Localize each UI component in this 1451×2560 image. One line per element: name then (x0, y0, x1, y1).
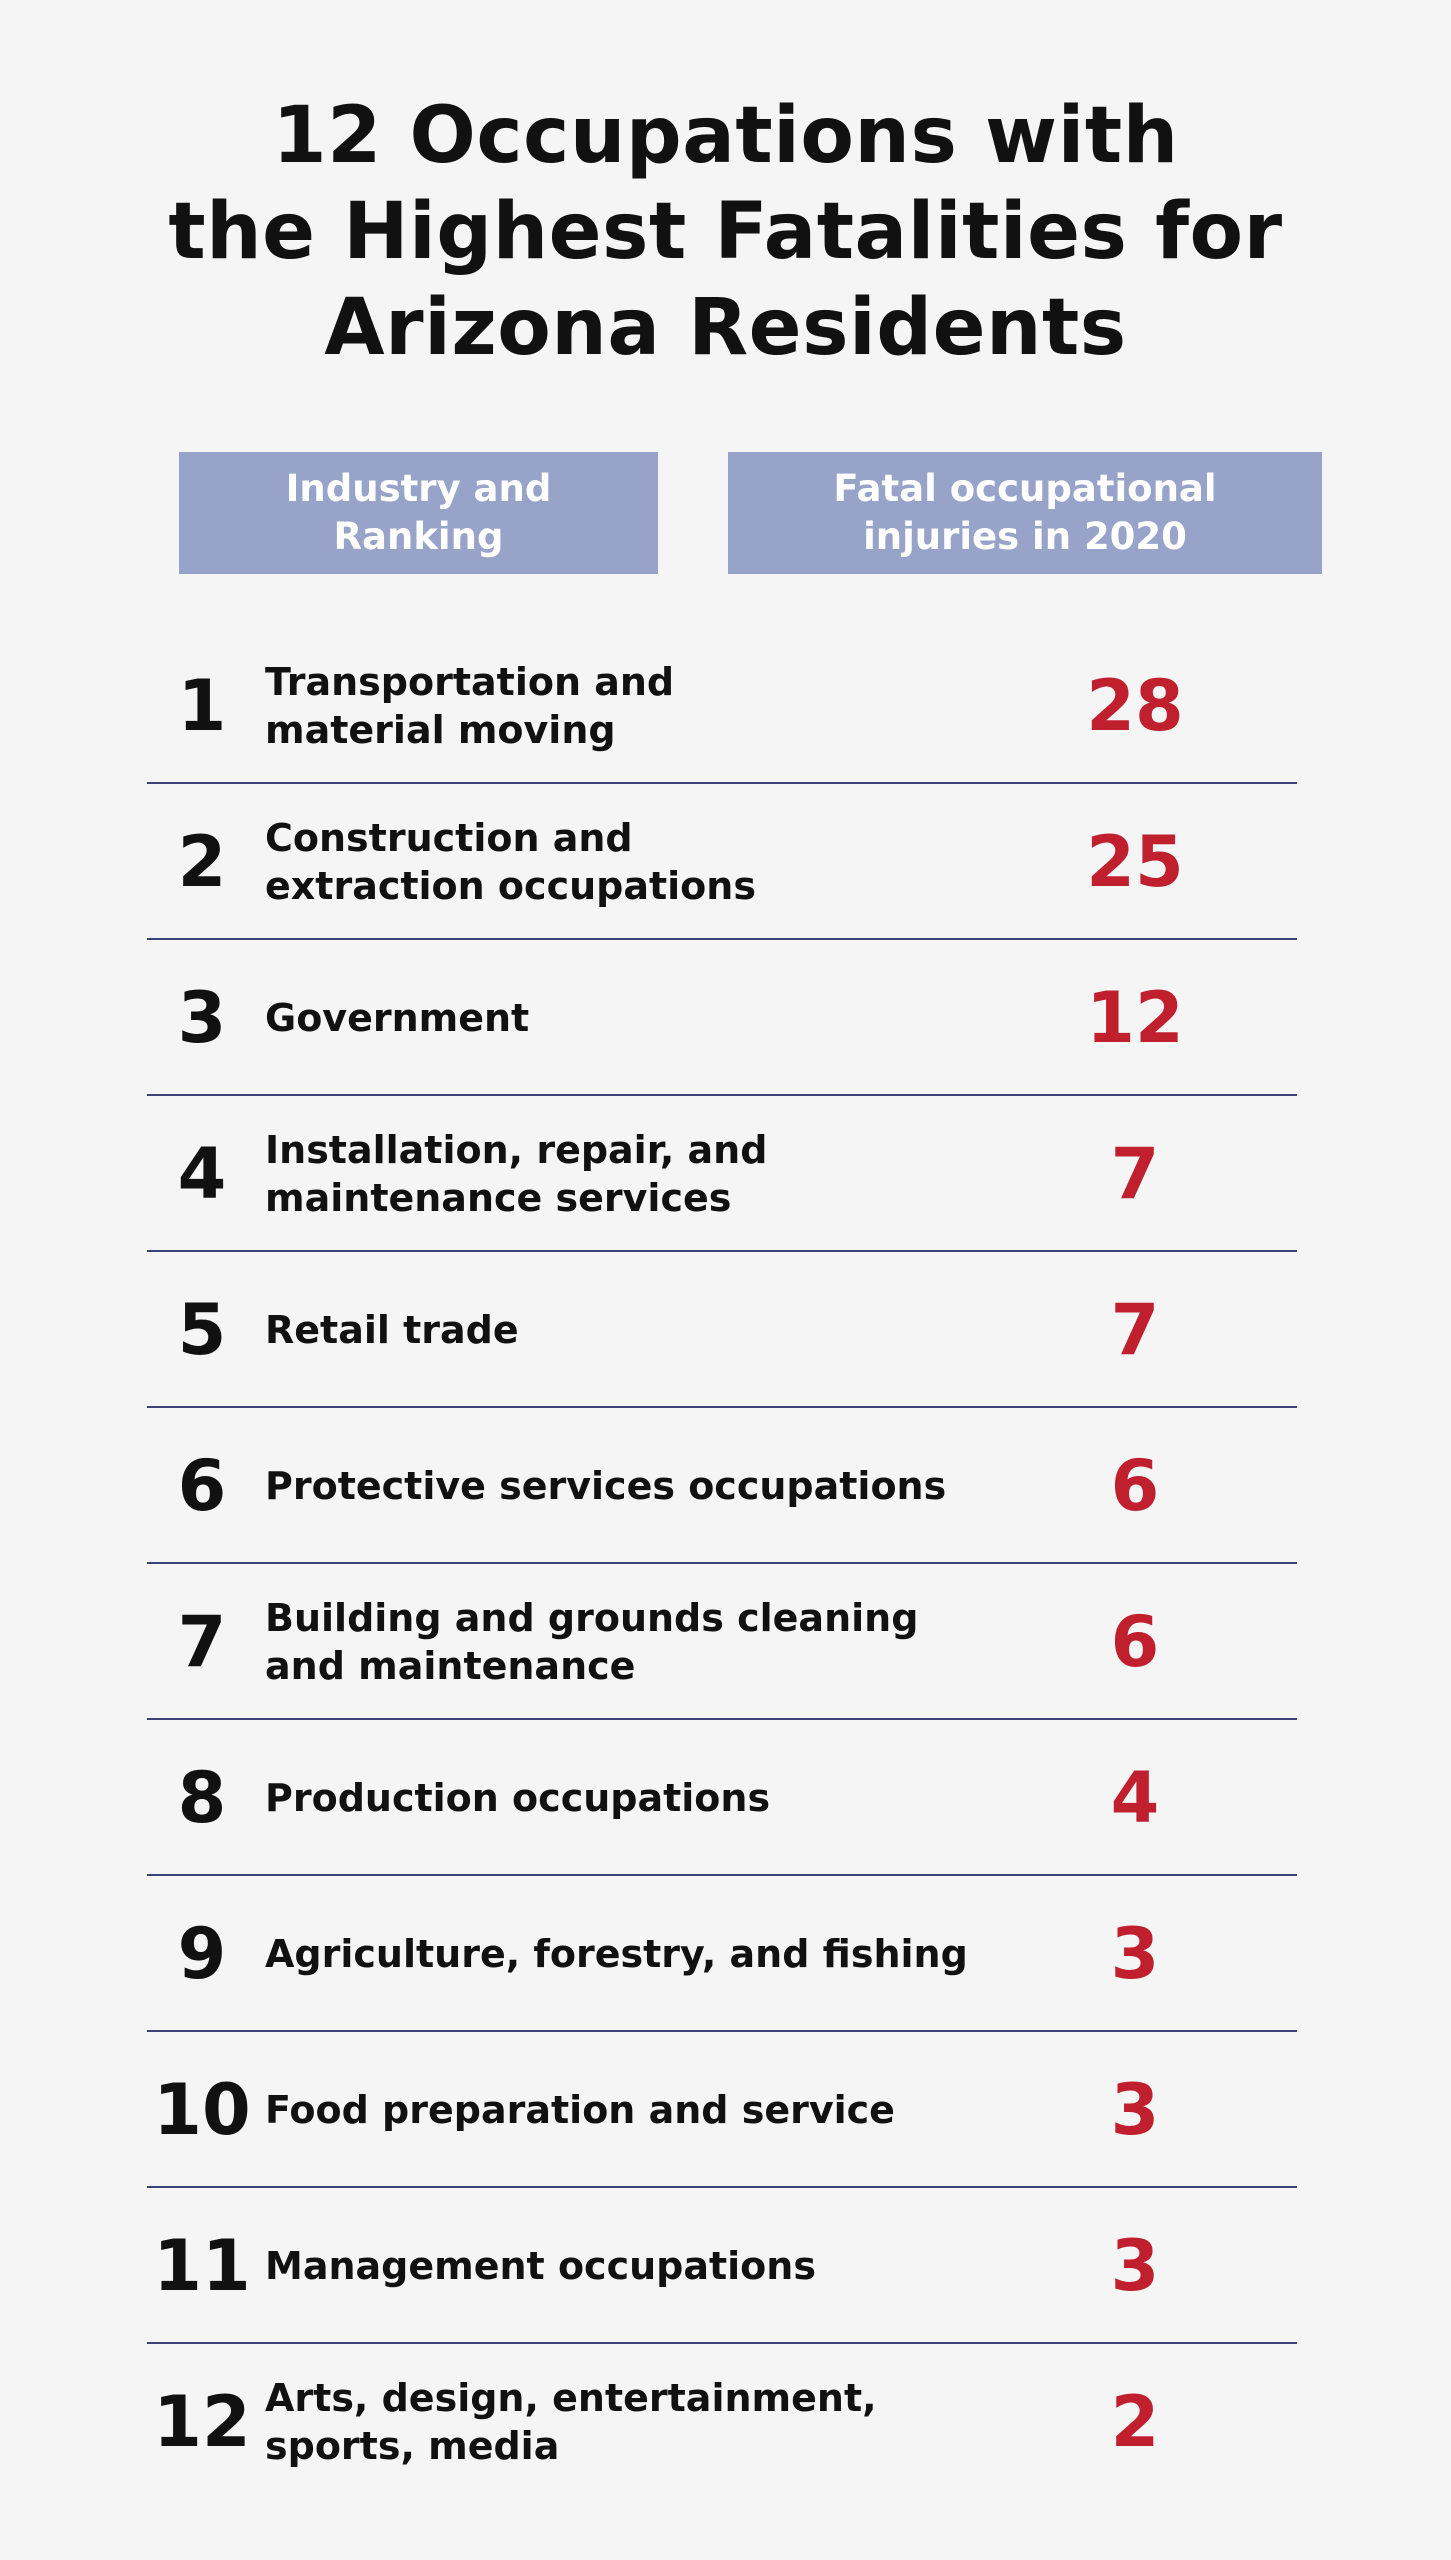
row-divider (147, 938, 1297, 940)
row-value: 3 (1110, 2225, 1160, 2307)
row-value: 28 (1086, 665, 1184, 747)
row-value: 6 (1110, 1445, 1160, 1527)
row-label: Government (265, 940, 1085, 1096)
row-label-line-1: Installation, repair, and (265, 1128, 768, 1172)
row-value: 7 (1110, 1289, 1160, 1371)
row-label-line-2: extraction occupations (265, 864, 756, 908)
row-rank: 2 (177, 821, 227, 903)
row-label-line-1: Management occupations (265, 2244, 816, 2288)
title-line-2: the Highest Fatalities for (168, 187, 1283, 277)
column-header-industry-line-1: Industry and (285, 467, 552, 510)
row-label-line-1: Building and grounds cleaning (265, 1596, 919, 1640)
row-rank: 3 (177, 977, 227, 1059)
table-row: 5 Retail trade 7 (147, 1252, 1297, 1408)
row-rank: 4 (177, 1133, 227, 1215)
table-row: 4 Installation, repair, and maintenance … (147, 1096, 1297, 1252)
table-row: 2 Construction and extraction occupation… (147, 784, 1297, 940)
column-header-fatalities-line-2: injuries in 2020 (863, 515, 1187, 558)
row-label: Production occupations (265, 1720, 1085, 1876)
title-line-3: Arizona Residents (324, 283, 1127, 373)
row-value: 2 (1110, 2381, 1160, 2463)
row-label-line-1: Protective services occupations (265, 1464, 947, 1508)
table-row: 3 Government 12 (147, 940, 1297, 1096)
row-rank: 12 (153, 2381, 251, 2463)
row-label: Retail trade (265, 1252, 1085, 1408)
row-label: Construction and extraction occupations (265, 784, 1085, 940)
row-value: 7 (1110, 1133, 1160, 1215)
row-label: Food preparation and service (265, 2032, 1085, 2188)
row-divider (147, 1562, 1297, 1564)
row-value: 25 (1086, 821, 1184, 903)
row-label: Installation, repair, and maintenance se… (265, 1096, 1085, 1252)
row-label: Protective services occupations (265, 1408, 1085, 1564)
row-label: Management occupations (265, 2188, 1085, 2344)
table-row: 12 Arts, design, entertainment, sports, … (147, 2344, 1297, 2500)
row-divider (147, 1250, 1297, 1252)
row-label-line-1: Transportation and (265, 660, 675, 704)
row-label-line-2: maintenance services (265, 1176, 732, 1220)
table-row: 8 Production occupations 4 (147, 1720, 1297, 1876)
row-divider (147, 1094, 1297, 1096)
row-rank: 1 (177, 665, 227, 747)
row-value: 4 (1110, 1757, 1160, 1839)
row-label: Building and grounds cleaning and mainte… (265, 1564, 1085, 1720)
row-rank: 11 (153, 2225, 251, 2307)
row-label-line-1: Agriculture, forestry, and fishing (265, 1932, 968, 1976)
row-rank: 9 (177, 1913, 227, 1995)
row-label-line-1: Production occupations (265, 1776, 771, 1820)
row-label-line-1: Construction and (265, 816, 633, 860)
row-value: 3 (1110, 1913, 1160, 1995)
row-rank: 8 (177, 1757, 227, 1839)
row-label: Arts, design, entertainment, sports, med… (265, 2344, 1085, 2500)
column-header-fatalities: Fatal occupational injuries in 2020 (728, 452, 1322, 574)
row-value: 3 (1110, 2069, 1160, 2151)
row-divider (147, 1874, 1297, 1876)
column-header-industry-line-2: Ranking (333, 515, 504, 558)
row-value: 6 (1110, 1601, 1160, 1683)
row-rank: 10 (153, 2069, 251, 2151)
table-row: 7 Building and grounds cleaning and main… (147, 1564, 1297, 1720)
table-row: 10 Food preparation and service 3 (147, 2032, 1297, 2188)
table-row: 6 Protective services occupations 6 (147, 1408, 1297, 1564)
row-label-line-2: material moving (265, 708, 616, 752)
row-label-line-1: Government (265, 996, 530, 1040)
row-label: Agriculture, forestry, and fishing (265, 1876, 1085, 2032)
row-divider (147, 782, 1297, 784)
row-label-line-2: and maintenance (265, 1644, 636, 1688)
row-divider (147, 2342, 1297, 2344)
row-divider (147, 2186, 1297, 2188)
title-line-1: 12 Occupations with (272, 91, 1179, 181)
page-title: 12 Occupations with the Highest Fataliti… (0, 88, 1451, 376)
row-label-line-1: Food preparation and service (265, 2088, 895, 2132)
column-header-industry: Industry and Ranking (179, 452, 658, 574)
row-rank: 6 (177, 1445, 227, 1527)
table-row: 1 Transportation and material moving 28 (147, 628, 1297, 784)
row-rank: 5 (177, 1289, 227, 1371)
table-row: 11 Management occupations 3 (147, 2188, 1297, 2344)
row-divider (147, 1406, 1297, 1408)
row-divider (147, 1718, 1297, 1720)
row-rank: 7 (177, 1601, 227, 1683)
row-divider (147, 2030, 1297, 2032)
row-value: 12 (1086, 977, 1184, 1059)
row-label-line-1: Retail trade (265, 1308, 519, 1352)
row-label-line-1: Arts, design, entertainment, (265, 2376, 877, 2420)
column-header-fatalities-line-1: Fatal occupational (833, 467, 1217, 510)
table-row: 9 Agriculture, forestry, and fishing 3 (147, 1876, 1297, 2032)
row-label-line-2: sports, media (265, 2424, 560, 2468)
row-label: Transportation and material moving (265, 628, 1085, 784)
